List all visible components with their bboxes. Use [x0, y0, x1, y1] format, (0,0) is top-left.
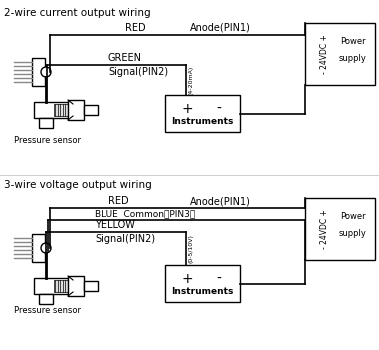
Text: 3-wire voltage output wiring: 3-wire voltage output wiring	[4, 180, 152, 190]
Text: BLUE  Common（PIN3）: BLUE Common（PIN3）	[95, 209, 195, 218]
Bar	[34, 102, 68, 118]
Text: supply: supply	[339, 55, 366, 63]
Text: Power: Power	[340, 212, 365, 221]
Text: - 24VDC +: - 24VDC +	[320, 209, 329, 249]
Bar	[84, 281, 98, 291]
Bar	[68, 276, 84, 296]
Bar	[54, 280, 68, 292]
Bar	[32, 58, 45, 86]
Circle shape	[41, 243, 51, 253]
Text: Instruments: Instruments	[171, 117, 234, 126]
Text: Power: Power	[340, 37, 365, 46]
Bar	[165, 95, 240, 132]
Text: -: -	[216, 272, 221, 286]
Bar	[32, 234, 45, 262]
Text: Signal(PIN2): Signal(PIN2)	[108, 67, 168, 77]
Circle shape	[41, 67, 51, 77]
Bar	[39, 294, 53, 304]
Text: +: +	[182, 272, 193, 286]
Bar	[165, 265, 240, 302]
Bar	[54, 104, 68, 116]
Bar	[34, 278, 68, 294]
Bar	[84, 105, 98, 115]
Text: supply: supply	[339, 230, 366, 238]
Text: Pressure sensor: Pressure sensor	[14, 306, 81, 315]
Text: Anode(PIN1): Anode(PIN1)	[190, 196, 251, 206]
Text: -: -	[216, 102, 221, 116]
Bar	[305, 198, 375, 260]
Text: GREEN: GREEN	[108, 53, 142, 63]
Text: Anode(PIN1): Anode(PIN1)	[190, 23, 251, 33]
Bar	[39, 118, 53, 128]
Bar	[305, 23, 375, 85]
Text: (4-20mA): (4-20mA)	[189, 65, 194, 95]
Text: +: +	[182, 102, 193, 116]
Text: RED: RED	[125, 23, 145, 33]
Text: RED: RED	[108, 196, 128, 206]
Text: Instruments: Instruments	[171, 287, 234, 296]
Text: (0-5/10V): (0-5/10V)	[189, 234, 194, 263]
Text: Signal(PIN2): Signal(PIN2)	[95, 234, 155, 244]
Text: YELLOW: YELLOW	[95, 220, 135, 230]
Bar	[68, 100, 84, 120]
Text: Pressure sensor: Pressure sensor	[14, 136, 81, 145]
Text: 2-wire current output wiring: 2-wire current output wiring	[4, 8, 150, 18]
Text: - 24VDC +: - 24VDC +	[320, 34, 329, 74]
